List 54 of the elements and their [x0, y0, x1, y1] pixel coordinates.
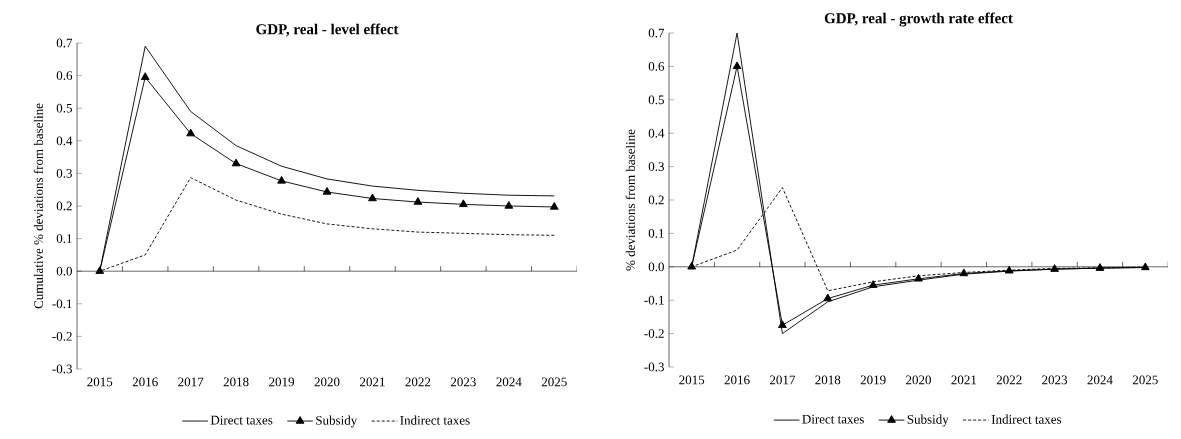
x-tick-label: 2015 — [87, 377, 113, 387]
chart-title: GDP, real - level effect — [256, 23, 399, 37]
y-tick-label: 0.5 — [648, 95, 664, 105]
legend-label: Subsidy — [907, 414, 949, 427]
legend-label: Indirect taxes — [991, 414, 1062, 424]
x-tick-label: 2025 — [541, 377, 567, 387]
x-tick-label: 2020 — [314, 377, 340, 387]
x-tick-label: 2022 — [996, 375, 1022, 385]
y-tick-label: -0.2 — [644, 329, 664, 339]
x-tick-label: 2019 — [860, 375, 886, 385]
y-tick-label: 0.4 — [648, 128, 665, 138]
y-tick-label: 0.6 — [648, 61, 665, 71]
x-tick-label: 2023 — [1042, 375, 1068, 385]
y-tick-label: 0.0 — [56, 266, 72, 276]
legend-label: Indirect taxes — [400, 415, 470, 425]
y-tick-label: 0.4 — [56, 136, 73, 146]
y-tick-label: 0.1 — [648, 228, 664, 238]
y-tick-label: -0.1 — [644, 295, 664, 305]
y-axis-title: Cumulative % deviations from baseline — [33, 103, 44, 309]
legend-label: Direct taxes — [802, 414, 864, 424]
y-tick-label: 0.7 — [648, 28, 665, 38]
y-axis-title: % deviations from baseline — [625, 129, 636, 271]
x-tick-label: 2025 — [1132, 375, 1158, 385]
y-tick-label: 0.3 — [56, 168, 72, 178]
y-tick-label: 0.6 — [56, 71, 73, 81]
x-tick-label: 2023 — [450, 377, 476, 387]
x-tick-label: 2022 — [405, 377, 431, 387]
y-tick-label: 0.5 — [56, 103, 72, 113]
x-tick-label: 2019 — [269, 377, 295, 387]
x-tick-label: 2024 — [496, 377, 522, 387]
legend-label: Subsidy — [316, 415, 358, 428]
y-tick-label: 0.1 — [56, 234, 72, 244]
y-tick-label: -0.3 — [644, 362, 664, 372]
y-tick-label: -0.2 — [52, 331, 72, 341]
x-tick-label: 2021 — [951, 375, 977, 385]
x-tick-label: 2021 — [360, 377, 385, 387]
y-tick-label: 0.0 — [648, 262, 664, 272]
chart-title: GDP, real - growth rate effect — [824, 12, 1013, 27]
y-tick-label: 0.2 — [648, 195, 664, 205]
x-tick-label: 2016 — [132, 377, 158, 387]
y-tick-label: 0.7 — [56, 38, 73, 48]
y-tick-label: 0.2 — [56, 201, 72, 211]
x-tick-label: 2015 — [679, 375, 705, 385]
x-tick-label: 2020 — [906, 375, 931, 385]
x-tick-label: 2018 — [815, 375, 841, 385]
x-tick-label: 2018 — [223, 377, 249, 387]
y-tick-label: -0.3 — [52, 364, 72, 374]
x-tick-label: 2017 — [178, 377, 204, 387]
x-tick-label: 2024 — [1087, 375, 1113, 385]
x-tick-label: 2016 — [724, 375, 750, 385]
y-tick-label: -0.1 — [52, 299, 72, 309]
legend-label: Direct taxes — [210, 415, 273, 425]
y-tick-label: 0.3 — [648, 162, 664, 172]
x-tick-label: 2017 — [769, 375, 796, 385]
